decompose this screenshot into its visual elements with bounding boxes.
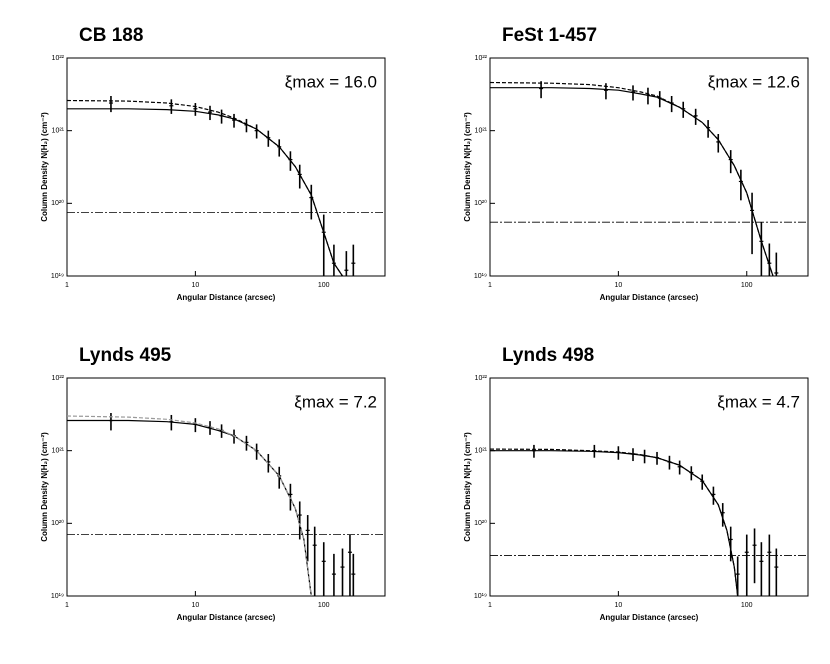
- y-tick-label: 10¹⁹: [474, 593, 487, 600]
- x-tick-label: 100: [741, 602, 753, 609]
- x-tick-label: 10: [191, 602, 199, 609]
- annotation: ξmax = 16.0: [285, 72, 377, 91]
- y-axis-label: Column Density N(H₂) (cm⁻²): [40, 112, 49, 222]
- plot-frame: [66, 57, 386, 277]
- y-tick-label: 10²⁰: [474, 199, 487, 207]
- x-tick-label: 100: [741, 282, 753, 289]
- x-tick-label: 100: [318, 602, 330, 609]
- x-axis-label: Angular Distance (arcsec): [600, 613, 699, 622]
- y-tick-label: 10¹⁹: [51, 273, 64, 280]
- panel-title: FeSt 1-457: [502, 25, 597, 46]
- plot-frame: [66, 377, 386, 597]
- y-tick-label: 10²¹: [52, 448, 65, 455]
- x-tick-label: 1: [488, 282, 492, 289]
- y-tick-label: 10²²: [475, 55, 488, 62]
- y-tick-label: 10²²: [52, 55, 65, 62]
- x-tick-label: 10: [614, 602, 622, 609]
- y-tick-label: 10²²: [52, 375, 65, 382]
- panel-title: Lynds 495: [79, 345, 172, 366]
- x-axis-label: Angular Distance (arcsec): [177, 293, 276, 302]
- model-curve-dashed: [489, 81, 774, 277]
- plot-frame: [489, 57, 809, 277]
- panel-title: Lynds 498: [502, 345, 594, 366]
- model-curve-dashed: [66, 99, 343, 277]
- y-tick-label: 10²¹: [475, 128, 488, 135]
- annotation: ξmax = 7.2: [294, 392, 377, 411]
- model-curve: [490, 87, 774, 277]
- y-tick-label: 10²⁰: [51, 519, 64, 527]
- x-tick-label: 100: [318, 282, 330, 289]
- model-curve: [490, 450, 739, 597]
- y-tick-label: 10¹⁹: [474, 273, 487, 280]
- panel-title: CB 188: [79, 25, 143, 46]
- y-tick-label: 10¹⁹: [51, 593, 64, 600]
- y-axis-label: Column Density N(H₂) (cm⁻²): [463, 112, 472, 222]
- plot-frame: [489, 377, 809, 597]
- model-curve: [67, 419, 312, 597]
- x-tick-label: 1: [488, 602, 492, 609]
- model-curve: [67, 108, 343, 277]
- x-axis-label: Angular Distance (arcsec): [177, 613, 276, 622]
- x-axis-label: Angular Distance (arcsec): [600, 293, 699, 302]
- model-curve-dashed: [66, 415, 312, 597]
- x-tick-label: 10: [191, 282, 199, 289]
- model-curve-dashed: [489, 448, 739, 597]
- y-tick-label: 10²¹: [475, 448, 488, 455]
- x-tick-label: 1: [65, 602, 69, 609]
- y-tick-label: 10²²: [475, 375, 488, 382]
- y-tick-label: 10²⁰: [51, 199, 64, 207]
- y-axis-label: Column Density N(H₂) (cm⁻²): [40, 432, 49, 542]
- annotation: ξmax = 12.6: [708, 72, 800, 91]
- annotation: ξmax = 4.7: [717, 392, 800, 411]
- y-tick-label: 10²¹: [52, 128, 65, 135]
- x-tick-label: 1: [65, 282, 69, 289]
- y-tick-label: 10²⁰: [474, 519, 487, 527]
- y-axis-label: Column Density N(H₂) (cm⁻²): [463, 432, 472, 542]
- x-tick-label: 10: [614, 282, 622, 289]
